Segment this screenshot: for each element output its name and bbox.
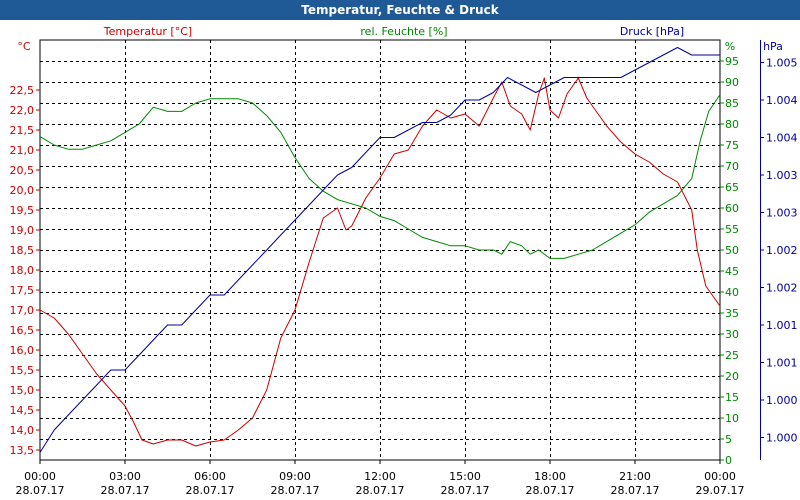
humidity-tick-label: 25 <box>725 349 739 362</box>
x-tick-label-time: 21:00 <box>619 470 651 483</box>
humidity-tick-label: 15 <box>725 391 739 404</box>
pressure-tick-label: 1.001 <box>766 357 798 370</box>
humidity-tick-label: 30 <box>725 328 739 341</box>
x-tick-label-time: 00:00 <box>704 470 736 483</box>
x-tick-label-date: 28.07.17 <box>186 484 235 497</box>
temperature-tick-label: 14,5 <box>10 404 35 417</box>
x-tick-label-time: 09:00 <box>279 470 311 483</box>
series-line-humidity <box>39 94 721 259</box>
pressure-unit-label: hPa <box>763 40 783 53</box>
pressure-tick-label: 1.000 <box>766 394 798 407</box>
humidity-tick-label: 35 <box>725 307 739 320</box>
temperature-tick-label: 22,0 <box>10 104 35 117</box>
pressure-tick-label: 1.003 <box>766 169 798 182</box>
temperature-tick-label: 18,0 <box>10 264 35 277</box>
pressure-tick-label: 1.004 <box>766 132 798 145</box>
humidity-tick-label: 90 <box>725 76 739 89</box>
x-tick-label-date: 28.07.17 <box>611 484 660 497</box>
temperature-tick-label: 19,5 <box>10 204 35 217</box>
humidity-tick-label: 75 <box>725 139 739 152</box>
temperature-tick-label: 20,0 <box>10 184 35 197</box>
x-tick-label-time: 06:00 <box>194 470 226 483</box>
temperature-tick-label: 21,5 <box>10 124 35 137</box>
x-tick-label-date: 28.07.17 <box>356 484 405 497</box>
temperature-tick-label: 17,5 <box>10 284 35 297</box>
humidity-tick-label: 60 <box>725 202 739 215</box>
temperature-tick-label: 16,5 <box>10 324 35 337</box>
temperature-tick-label: 15,0 <box>10 384 35 397</box>
humidity-tick-label: 65 <box>725 181 739 194</box>
temperature-tick-label: 22,5 <box>10 84 35 97</box>
temperature-tick-label: 20,5 <box>10 164 35 177</box>
x-tick-label-date: 28.07.17 <box>101 484 150 497</box>
pressure-tick-label: 1.002 <box>766 244 798 257</box>
temperature-tick-label: 21,0 <box>10 144 35 157</box>
pressure-tick-label: 1.005 <box>766 57 798 70</box>
x-tick-label-time: 15:00 <box>449 470 481 483</box>
x-tick-label-time: 03:00 <box>109 470 141 483</box>
x-tick-label-date: 28.07.17 <box>526 484 575 497</box>
temperature-tick-label: 18,5 <box>10 244 35 257</box>
x-tick-label-date: 28.07.17 <box>441 484 490 497</box>
x-tick-label-date: 28.07.17 <box>16 484 65 497</box>
temperature-axis-title: Temperatur [°C] <box>103 25 192 38</box>
chart-title: Temperatur, Feuchte & Druck <box>0 0 800 20</box>
series-line-pressure <box>39 47 720 453</box>
pressure-tick-label: 1.003 <box>766 207 798 220</box>
humidity-tick-label: 95 <box>725 55 739 68</box>
x-tick-label-date: 29.07.17 <box>696 484 745 497</box>
humidity-tick-label: 40 <box>725 286 739 299</box>
temperature-tick-label: 14,0 <box>10 424 35 437</box>
temperature-tick-label: 16,0 <box>10 344 35 357</box>
humidity-tick-label: 5 <box>725 433 732 446</box>
x-tick-label-time: 18:00 <box>534 470 566 483</box>
x-tick-label-time: 00:00 <box>24 470 56 483</box>
temperature-tick-label: 17,0 <box>10 304 35 317</box>
humidity-tick-label: 45 <box>725 265 739 278</box>
pressure-tick-label: 1.002 <box>766 282 798 295</box>
temperature-tick-label: 15,5 <box>10 364 35 377</box>
temperature-unit-label: °C <box>17 40 31 53</box>
humidity-tick-label: 0 <box>725 454 732 467</box>
series-line-temperature <box>39 77 721 447</box>
x-tick-label-time: 12:00 <box>364 470 396 483</box>
humidity-tick-label: 85 <box>725 97 739 110</box>
pressure-tick-label: 1.004 <box>766 94 798 107</box>
humidity-tick-label: 50 <box>725 244 739 257</box>
x-tick-label-date: 28.07.17 <box>271 484 320 497</box>
temperature-tick-label: 19,0 <box>10 224 35 237</box>
pressure-axis-title: Druck [hPa] <box>620 25 684 38</box>
humidity-tick-label: 80 <box>725 118 739 131</box>
pressure-tick-label: 1.000 <box>766 432 798 445</box>
humidity-unit-label: % <box>725 40 735 53</box>
humidity-axis-title: rel. Feuchte [%] <box>360 25 447 38</box>
humidity-tick-label: 10 <box>725 412 739 425</box>
temperature-tick-label: 13,5 <box>10 444 35 457</box>
pressure-tick-label: 1.001 <box>766 319 798 332</box>
humidity-tick-label: 55 <box>725 223 739 236</box>
humidity-tick-label: 70 <box>725 160 739 173</box>
humidity-tick-label: 20 <box>725 370 739 383</box>
